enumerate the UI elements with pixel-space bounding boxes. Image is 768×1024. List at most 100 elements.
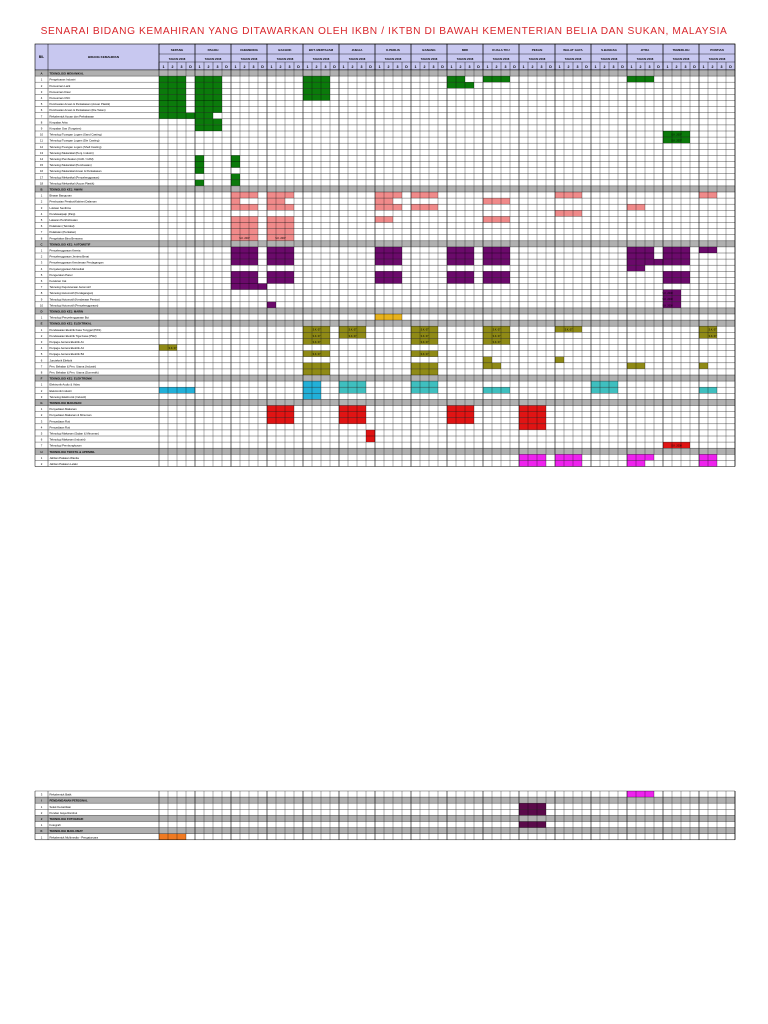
table-row <box>35 442 735 449</box>
filled-cell <box>663 271 672 278</box>
filled-cell <box>267 417 276 424</box>
filled-cell <box>681 131 690 138</box>
filled-cell <box>483 362 492 369</box>
skill-label: Pembuatan Perabot/Kabinet Dalaman <box>50 200 98 204</box>
filled-cell <box>159 94 168 101</box>
level-label: D <box>225 65 228 69</box>
filled-cell <box>699 246 708 253</box>
filled-cell <box>195 161 204 168</box>
filled-cell <box>456 246 465 253</box>
row-number: 6 <box>41 358 43 362</box>
filled-cell <box>177 94 186 101</box>
level-label: 1 <box>667 65 669 69</box>
filled-cell <box>312 368 321 375</box>
filled-cell <box>411 332 420 339</box>
filled-cell <box>600 387 609 394</box>
filled-cell <box>519 423 528 430</box>
filled-cell <box>177 82 186 89</box>
section-row-bg <box>35 240 735 247</box>
filled-cell <box>267 411 276 418</box>
filled-cell <box>249 277 258 284</box>
header-bidang-label: BIDANG KEMAHIRAN <box>88 55 119 59</box>
filled-cell <box>429 387 438 394</box>
filled-cell <box>249 271 258 278</box>
filled-cell <box>375 314 384 321</box>
level-label: D <box>585 65 588 69</box>
filled-cell <box>465 246 474 253</box>
skill-label: Elektronik Industri <box>50 389 73 393</box>
filled-cell <box>537 411 546 418</box>
filled-cell <box>231 259 240 266</box>
filled-cell <box>375 246 384 253</box>
table-row <box>35 381 735 388</box>
filled-cell <box>384 253 393 260</box>
filled-cell <box>447 271 456 278</box>
filled-cell <box>249 192 258 199</box>
filled-cell <box>276 277 285 284</box>
table-row <box>35 405 735 412</box>
filled-cell <box>312 94 321 101</box>
filled-cell <box>285 228 294 235</box>
level-label: 3 <box>397 65 399 69</box>
filled-cell <box>420 204 429 211</box>
filled-cell <box>177 112 186 119</box>
table-row <box>35 344 735 351</box>
row-number: 1 <box>41 316 43 320</box>
filled-cell <box>384 314 393 321</box>
skill-label: Pengelakan Bina Bersama <box>50 236 84 240</box>
filled-cell <box>240 277 249 284</box>
section-letter: B <box>40 188 42 192</box>
institute-year: TAHUN 2008 <box>421 57 438 61</box>
filled-cell <box>447 405 456 412</box>
filled-cell <box>267 271 276 278</box>
filled-cell <box>420 368 429 375</box>
filled-cell <box>483 259 492 266</box>
filled-cell <box>384 271 393 278</box>
row-number: 3 <box>41 395 43 399</box>
row-number: 10 <box>40 303 44 307</box>
filled-cell <box>411 350 420 357</box>
filled-cell <box>492 387 501 394</box>
skill-label: Pembuatan Acuan & Perkakasan (Acuan Plas… <box>50 102 111 106</box>
filled-cell <box>321 368 330 375</box>
filled-cell <box>267 198 276 205</box>
filled-cell <box>483 246 492 253</box>
row-number: 1 <box>41 78 43 82</box>
section-row-bg <box>35 70 735 77</box>
cell-note: S.K. 07 <box>169 347 178 350</box>
filled-cell <box>609 381 618 388</box>
level-label: D <box>657 65 660 69</box>
filled-cell <box>483 271 492 278</box>
filled-cell <box>231 253 240 260</box>
section-row-bg <box>35 320 735 327</box>
filled-cell <box>447 246 456 253</box>
filled-cell <box>573 326 582 333</box>
filled-cell <box>501 338 510 345</box>
filled-cell <box>231 228 240 235</box>
filled-cell <box>429 350 438 357</box>
level-label: D <box>405 65 408 69</box>
institute-year: TAHUN 2008 <box>313 57 330 61</box>
filled-cell <box>699 326 708 333</box>
skill-label: Pendawaipaip (Paip) <box>50 212 76 216</box>
row-number: 2 <box>41 413 43 417</box>
filled-cell <box>483 76 492 83</box>
level-label: 1 <box>199 65 201 69</box>
skill-label: Teknologi Makanan (Sajian & Minuman) <box>50 432 100 436</box>
filled-cell <box>429 381 438 388</box>
cell-note: S.K. 07 <box>421 335 430 338</box>
filled-cell <box>303 368 312 375</box>
skill-label: Ketukcan Cat <box>50 279 67 283</box>
institute-year: TAHUN 2008 <box>457 57 474 61</box>
filled-cell <box>213 88 222 95</box>
institute-name: JITRA <box>641 48 651 52</box>
table-row <box>35 173 735 180</box>
filled-cell <box>267 259 276 266</box>
table-row <box>35 393 735 400</box>
row-number: 8 <box>41 236 43 240</box>
row-number: 5 <box>41 218 43 222</box>
skill-label: Teknologi Automotif (Penyelenggaraan) <box>50 303 99 307</box>
skill-label: Teknologi Tuangan Logam (Shell Casting) <box>50 145 102 149</box>
level-label: 2 <box>352 65 354 69</box>
filled-cell <box>501 253 510 260</box>
